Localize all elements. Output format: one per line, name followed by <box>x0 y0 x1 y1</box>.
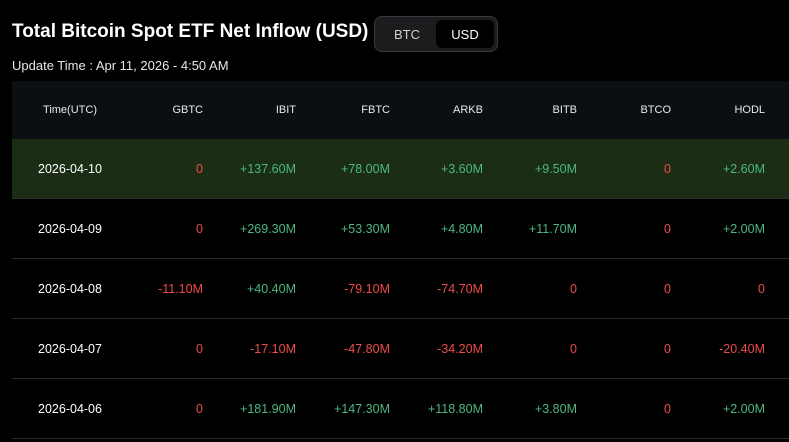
toggle-btc-button[interactable]: BTC <box>394 26 420 42</box>
cell-gbtc: 0 <box>196 161 203 176</box>
row-date: 2026-04-10 <box>38 161 102 176</box>
etf-flow-table: Time(UTC) GBTC IBIT FBTC ARKB BITB BTCO … <box>12 81 789 439</box>
toggle-usd-button[interactable]: USD <box>436 20 494 48</box>
cell-ibit: -17.10M <box>250 341 296 356</box>
cell-ibit: +40.40M <box>247 281 296 296</box>
update-time: Update Time : Apr 11, 2026 - 4:50 AM <box>12 58 229 73</box>
cell-hodl: 0 <box>758 281 765 296</box>
column-header-bitb[interactable]: BITB <box>552 104 577 116</box>
cell-bitb: +9.50M <box>534 161 577 176</box>
cell-ibit: +137.60M <box>240 161 296 176</box>
table-header: Time(UTC) GBTC IBIT FBTC ARKB BITB BTCO … <box>12 81 789 139</box>
cell-btco: 0 <box>664 341 671 356</box>
cell-fbtc: -79.10M <box>344 281 390 296</box>
cell-hodl: +2.60M <box>722 161 765 176</box>
cell-ibit: +181.90M <box>240 401 296 416</box>
row-date: 2026-04-07 <box>38 341 102 356</box>
cell-fbtc: +53.30M <box>341 221 390 236</box>
column-header-hodl[interactable]: HODL <box>734 104 765 116</box>
cell-btco: 0 <box>664 281 671 296</box>
cell-bitb: 0 <box>570 341 577 356</box>
cell-fbtc: +147.30M <box>334 401 390 416</box>
cell-hodl: +2.00M <box>722 221 765 236</box>
cell-bitb: +11.70M <box>528 221 577 236</box>
cell-hodl: -20.40M <box>719 341 765 356</box>
cell-hodl: +2.00M <box>722 401 765 416</box>
column-header-fbtc[interactable]: FBTC <box>361 104 390 116</box>
table-row[interactable]: 2026-04-07 0 -17.10M -47.80M -34.20M 0 0… <box>12 319 789 379</box>
cell-gbtc: 0 <box>196 221 203 236</box>
column-header-btco[interactable]: BTCO <box>640 104 671 116</box>
column-header-time[interactable]: Time(UTC) <box>43 104 97 116</box>
column-header-ibit[interactable]: IBIT <box>275 104 296 116</box>
table-row[interactable]: 2026-04-06 0 +181.90M +147.30M +118.80M … <box>12 379 789 439</box>
cell-arkb: +118.80M <box>427 401 483 416</box>
page-header: Total Bitcoin Spot ETF Net Inflow (USD) … <box>12 14 777 78</box>
cell-arkb: -74.70M <box>437 281 483 296</box>
column-header-arkb[interactable]: ARKB <box>453 104 483 116</box>
table-row[interactable]: 2026-04-10 0 +137.60M +78.00M +3.60M +9.… <box>12 139 789 199</box>
unit-toggle: BTC USD <box>374 16 498 52</box>
row-date: 2026-04-09 <box>38 221 102 236</box>
cell-bitb: +3.80M <box>534 401 577 416</box>
row-date: 2026-04-06 <box>38 401 102 416</box>
table-row[interactable]: 2026-04-08 -11.10M +40.40M -79.10M -74.7… <box>12 259 789 319</box>
cell-arkb: +4.80M <box>440 221 483 236</box>
cell-ibit: +269.30M <box>240 221 296 236</box>
cell-gbtc: 0 <box>196 341 203 356</box>
cell-arkb: +3.60M <box>440 161 483 176</box>
column-header-gbtc[interactable]: GBTC <box>172 104 203 116</box>
cell-btco: 0 <box>664 221 671 236</box>
table-row[interactable]: 2026-04-09 0 +269.30M +53.30M +4.80M +11… <box>12 199 789 259</box>
cell-gbtc: 0 <box>196 401 203 416</box>
cell-fbtc: -47.80M <box>344 341 390 356</box>
cell-btco: 0 <box>664 401 671 416</box>
cell-gbtc: -11.10M <box>158 281 203 296</box>
page-title: Total Bitcoin Spot ETF Net Inflow (USD) <box>12 21 369 42</box>
cell-arkb: -34.20M <box>437 341 483 356</box>
cell-fbtc: +78.00M <box>341 161 390 176</box>
cell-btco: 0 <box>664 161 671 176</box>
cell-bitb: 0 <box>570 281 577 296</box>
row-date: 2026-04-08 <box>38 281 102 296</box>
